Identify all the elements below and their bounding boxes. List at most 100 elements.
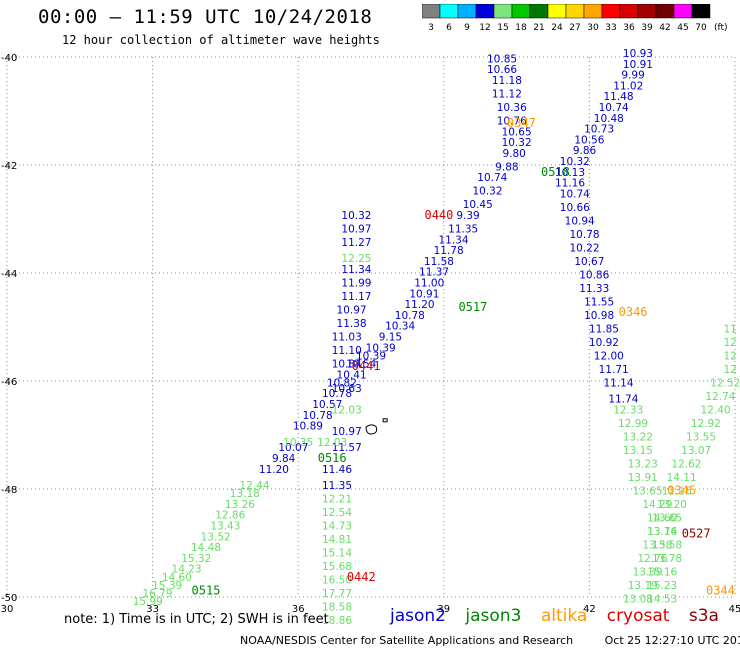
wave-height-label: 10.82: [327, 377, 357, 389]
wave-height-label: 12.86: [215, 510, 245, 522]
wave-height-label: 14.81: [322, 534, 352, 546]
wave-height-label: 10.48: [594, 113, 624, 125]
wave-height-label: 10.13: [555, 167, 585, 179]
sat-cryosat: cryosat: [606, 606, 670, 626]
wave-height-label: 9.88: [495, 161, 518, 173]
wave-height-label: 10.97: [341, 224, 371, 236]
wave-height-label: 10.36: [497, 102, 527, 114]
wave-height-label: 14.73: [322, 521, 352, 533]
legend-label: 9: [464, 23, 470, 33]
wave-height-label: 11.35: [322, 480, 352, 492]
wave-height-label: 15.14: [322, 548, 352, 560]
wave-height-label: 10.66: [487, 64, 517, 76]
pass-time-label: 0441: [352, 359, 381, 373]
wave-height-label: 12.03: [332, 404, 362, 416]
pass-time-label: 0344: [706, 583, 735, 597]
wave-height-label: 12.33: [613, 404, 643, 416]
credit-agency: NOAA/NESDIS Center for Satellite Applica…: [240, 634, 574, 647]
wave-height-label: 10.41: [337, 369, 367, 381]
wave-height-label: 10.67: [574, 256, 604, 268]
legend-label: 70: [695, 23, 707, 33]
wave-height-label: 10.63: [332, 383, 362, 395]
wave-height-label: 12: [723, 350, 736, 362]
wave-height-label: 12.25: [341, 253, 371, 265]
legend-label: 21: [533, 23, 544, 33]
wave-height-label: 14.60: [162, 572, 192, 584]
wave-height-label: 11.33: [579, 283, 609, 295]
footnote: note: 1) Time is in UTC; 2) SWH is in fe…: [64, 612, 329, 627]
wave-height-label: 11.00: [414, 278, 444, 290]
wave-height-label: 10.32: [341, 210, 371, 222]
wave-height-label: 10.97: [332, 426, 362, 438]
wave-height-label: 11.20: [259, 464, 289, 476]
wave-height-label: 11.37: [419, 267, 449, 279]
wave-height-label: 10.94: [565, 215, 595, 227]
wave-height-label: 12.74: [705, 391, 735, 403]
wave-height-label: 11.20: [405, 299, 435, 311]
wave-height-label: 11.55: [584, 296, 614, 308]
wave-height-label: 13.07: [681, 445, 711, 457]
wave-height-label: 13.23: [628, 458, 658, 470]
wave-height-label: 10.32: [560, 156, 590, 168]
wave-height-label: 10.54: [346, 359, 376, 371]
legend-label: 27: [569, 23, 580, 33]
wave-height-label: 11.48: [603, 91, 633, 103]
sat-jason2: jason2: [390, 606, 446, 626]
pass-time-label: 0516: [318, 451, 347, 465]
legend-label: 39: [641, 23, 653, 33]
wave-height-label: 10.84: [332, 359, 362, 371]
wave-height-label: 11.17: [341, 291, 371, 303]
pass-time-label: 0346: [619, 305, 648, 319]
wave-height-label: 11.78: [434, 245, 464, 257]
wave-height-label: 13.78: [652, 553, 682, 565]
wave-height-label: 17.77: [322, 588, 352, 600]
wave-height-label: 12: [723, 337, 736, 349]
wave-height-label: 13.39: [633, 566, 663, 578]
wave-height-label: 12: [723, 364, 736, 376]
wave-height-label: 13.52: [201, 531, 231, 543]
wave-height-label: 10.86: [579, 269, 609, 281]
pass-time-label: 0515: [192, 583, 221, 597]
wave-height-label: 11.12: [492, 89, 522, 101]
wave-height-label: 10.74: [560, 188, 590, 200]
pass-time-label: 0345: [667, 483, 696, 497]
wave-height-label: 11.18: [492, 75, 522, 87]
wave-height-label: 13.65: [652, 512, 682, 524]
wave-height-label: 11: [723, 323, 736, 335]
wave-height-label: 10.91: [409, 288, 439, 300]
wave-height-label: 10.39: [366, 342, 396, 354]
wave-height-label: 14.29: [642, 499, 672, 511]
chart-title: 00:00 – 11:59 UTC 10/24/2018: [38, 6, 373, 28]
wave-height-label: 13.20: [657, 499, 687, 511]
wave-height-label: 10.97: [337, 305, 367, 317]
wave-height-label: 11.34: [438, 234, 468, 246]
y-tick-label: -40: [1, 53, 17, 64]
wave-height-label: 9.86: [573, 145, 597, 157]
wave-height-label: 10.57: [312, 399, 342, 411]
wave-height-label: 13.58: [642, 539, 672, 551]
legend-label: 12: [479, 23, 490, 33]
wave-height-label: 9.84: [272, 453, 296, 465]
legend-label: 6: [446, 23, 452, 33]
wave-height-label: 10.89: [293, 421, 323, 433]
pass-time-label: 0527: [682, 527, 711, 541]
wave-height-label: 11.74: [608, 394, 638, 406]
y-tick-label: -50: [1, 593, 17, 604]
wave-height-label: 12.99: [618, 418, 648, 430]
wave-height-label: 15.68: [322, 561, 352, 573]
y-tick-label: -46: [1, 377, 17, 388]
wave-height-label: 10.66: [560, 202, 590, 214]
wave-height-label: 11.71: [599, 364, 629, 376]
wave-height-label: 15.16: [647, 566, 677, 578]
wave-height-label: 10.39: [356, 350, 386, 362]
x-tick-label: 42: [583, 604, 596, 615]
wave-height-label: 13.43: [210, 521, 240, 533]
wave-height-label: 13.15: [623, 445, 653, 457]
wave-height-label: 9.39: [456, 210, 479, 222]
wave-height-label: 11.99: [341, 278, 371, 290]
wave-height-label: 11.27: [341, 237, 371, 249]
pass-time-label: 0518: [541, 165, 570, 179]
legend-swatch: [691, 4, 711, 19]
legend-label: 18: [515, 23, 527, 33]
wave-height-label: 14.11: [667, 472, 697, 484]
